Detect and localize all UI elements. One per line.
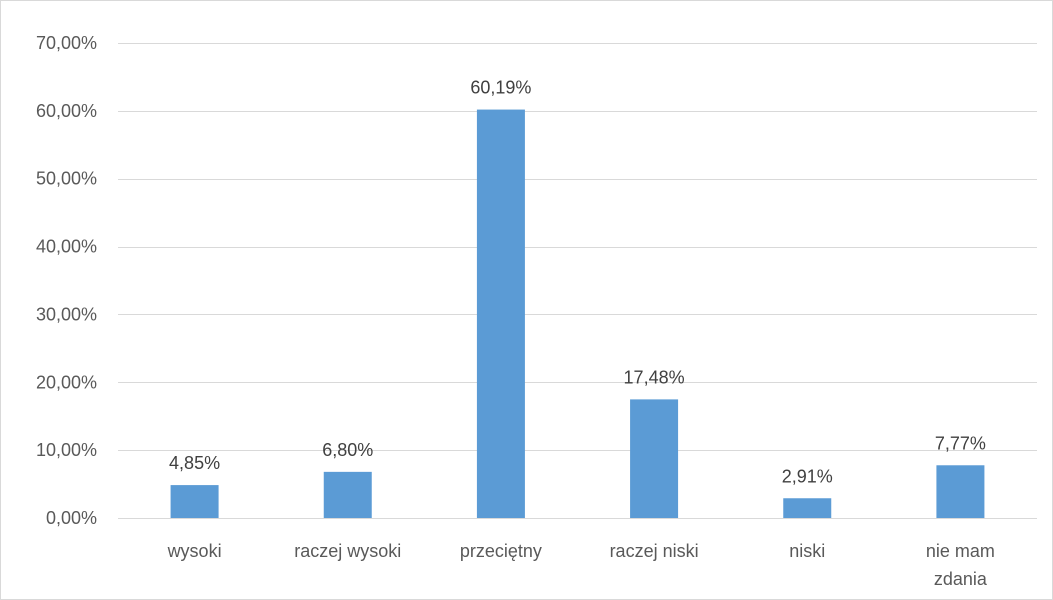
x-tick-label: raczej wysoki: [294, 541, 401, 561]
bar: [936, 465, 985, 518]
bar: [170, 485, 219, 518]
x-tick-label: nie mam: [926, 541, 995, 561]
bars: [170, 109, 985, 518]
y-tick-label: 60,00%: [36, 101, 97, 121]
data-label: 60,19%: [470, 78, 531, 98]
y-tick-label: 30,00%: [36, 304, 97, 324]
x-tick-label: przeciętny: [460, 541, 542, 561]
y-axis-tick-labels: 0,00% 10,00% 20,00% 30,00% 40,00% 50,00% 60,00…: [36, 33, 97, 528]
bar: [783, 498, 832, 518]
data-label: 4,85%: [169, 453, 220, 473]
x-tick-label: wysoki: [167, 541, 222, 561]
data-label: 17,48%: [624, 367, 685, 387]
gridlines: [118, 43, 1037, 519]
data-labels: 4,85% 6,80% 60,19% 17,48% 2,91% 7,77%: [169, 78, 986, 487]
data-label: 7,77%: [935, 433, 986, 453]
x-tick-label: zdania: [934, 569, 988, 589]
x-axis-tick-labels: wysoki raczej wysoki przeciętny raczej nisk…: [167, 541, 995, 589]
y-tick-label: 20,00%: [36, 372, 97, 392]
y-tick-label: 70,00%: [36, 33, 97, 53]
bar: [323, 471, 372, 518]
bar: [476, 109, 525, 518]
data-label: 2,91%: [782, 466, 833, 486]
y-tick-label: 0,00%: [46, 508, 97, 528]
data-label: 6,80%: [322, 440, 373, 460]
x-tick-label: niski: [789, 541, 825, 561]
y-tick-label: 10,00%: [36, 440, 97, 460]
y-tick-label: 50,00%: [36, 169, 97, 189]
x-tick-label: raczej niski: [610, 541, 699, 561]
y-tick-label: 40,00%: [36, 237, 97, 257]
bar: [630, 399, 679, 518]
